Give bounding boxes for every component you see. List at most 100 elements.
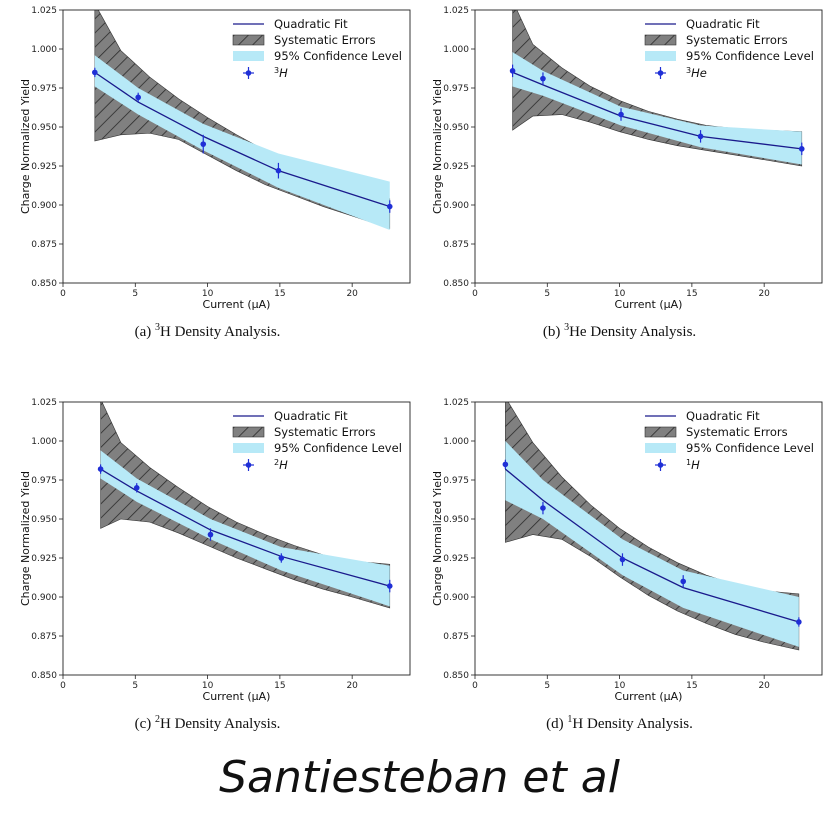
data-marker <box>386 583 393 589</box>
legend-confidence-swatch <box>233 443 264 453</box>
plot-area <box>509 10 805 167</box>
confidence-band <box>94 55 390 230</box>
chart-legend: Quadratic Fit Systematic Errors 95% Confid… <box>644 17 814 80</box>
y-tick-label: 0.900 <box>443 201 469 211</box>
plot-frame <box>62 9 411 284</box>
x-tick-label: 0 <box>60 289 66 299</box>
author-credit: Santiesteban et al <box>219 752 620 803</box>
chart-svg: 0 5 10 15 20 0.850 0.875 0.900 0.925 0.950 0.975 1.… <box>431 6 823 311</box>
legend-entry: 95% Confidence Level <box>686 441 814 455</box>
caption-prefix: (b) <box>542 324 565 340</box>
y-tick-label: 0.850 <box>443 671 469 681</box>
y-tick-label: 0.925 <box>31 162 57 172</box>
x-tick-label: 5 <box>544 681 550 691</box>
x-tick-label: 20 <box>758 681 770 691</box>
y-tick-label: 0.975 <box>443 476 469 486</box>
data-marker <box>97 466 104 472</box>
legend-marker-swatch <box>245 70 252 76</box>
data-marker <box>502 461 509 468</box>
y-tick-label: 1.000 <box>31 437 57 447</box>
y-tick-label: 0.925 <box>443 554 469 564</box>
plot-area <box>97 402 393 609</box>
x-tick-label: 0 <box>60 681 66 691</box>
y-tick-label: 0.950 <box>31 515 57 525</box>
y-axis-label: Charge Normalized Yield <box>19 471 32 606</box>
legend-data-entry: 3H <box>274 66 288 80</box>
legend-marker-swatch <box>245 462 252 468</box>
legend-marker-swatch <box>657 462 664 468</box>
legend-data-entry: 1H <box>686 458 700 472</box>
data-marker <box>207 531 214 538</box>
data-marker <box>386 203 393 210</box>
data-point <box>619 553 626 566</box>
data-point <box>386 200 393 213</box>
y-tick-label: 0.900 <box>31 593 57 603</box>
y-tick-label: 1.000 <box>443 45 469 55</box>
caption-superscript: 3 <box>564 322 570 333</box>
y-tick-label: 0.850 <box>31 671 57 681</box>
chart-caption: (b) 3He Density Analysis. <box>412 322 827 341</box>
data-point <box>618 108 624 121</box>
legend-entry: Systematic Errors <box>686 425 788 439</box>
legend-marker-swatch <box>657 70 664 76</box>
x-axis-label: Current (μA) <box>615 690 683 703</box>
data-marker <box>619 556 626 563</box>
chart-svg: 0 5 10 15 20 0.850 0.875 0.900 0.925 0.950 0.975 1.… <box>19 398 411 703</box>
y-axis-label: Charge Normalized Yield <box>431 79 444 214</box>
legend-isotope: H <box>279 458 288 472</box>
y-tick-label: 0.975 <box>31 84 57 94</box>
plot-area <box>502 402 802 651</box>
y-tick-label: 0.950 <box>443 123 469 133</box>
caption-superscript: 2 <box>154 714 160 725</box>
y-tick-label: 0.950 <box>443 515 469 525</box>
data-marker <box>540 75 546 82</box>
chart-caption: (a) 3H Density Analysis. <box>0 322 415 341</box>
data-marker <box>133 485 140 491</box>
legend-entry: Systematic Errors <box>274 425 376 439</box>
legend-data-entry: 2H <box>274 458 288 472</box>
data-point <box>798 142 805 156</box>
legend-systematic-swatch <box>644 34 677 46</box>
legend-isotope: He <box>691 66 707 80</box>
legend-systematic-swatch <box>644 426 677 438</box>
caption-prefix: (a) <box>134 324 155 340</box>
y-tick-label: 0.900 <box>31 201 57 211</box>
caption-prefix: (d) <box>546 716 568 732</box>
legend-superscript: 3 <box>274 66 279 75</box>
legend-isotope: H <box>691 458 700 472</box>
data-marker <box>135 94 141 101</box>
data-marker <box>796 619 802 625</box>
x-tick-label: 10 <box>614 681 626 691</box>
legend-confidence-swatch <box>233 51 264 61</box>
chart-legend: Quadratic Fit Systematic Errors 95% Confid… <box>644 409 814 472</box>
y-tick-label: 0.925 <box>31 554 57 564</box>
caption-superscript: 3 <box>154 322 160 333</box>
y-tick-label: 0.975 <box>31 476 57 486</box>
caption-text: H Density Analysis. <box>159 324 281 340</box>
legend-entry: Systematic Errors <box>686 33 788 47</box>
data-point <box>200 134 207 154</box>
data-marker <box>697 133 704 140</box>
x-axis-label: Current (μA) <box>203 690 271 703</box>
caption-superscript: 1 <box>567 714 573 725</box>
legend-systematic-swatch <box>232 426 265 438</box>
chart-panel-c: 0 5 10 15 20 0.850 0.875 0.900 0.925 0.950 0.975 1.… <box>0 392 415 747</box>
data-point <box>275 162 282 179</box>
x-tick-label: 5 <box>132 289 138 299</box>
y-tick-label: 0.850 <box>31 279 57 289</box>
caption-text: H Density Analysis. <box>159 716 281 732</box>
data-point <box>509 64 516 78</box>
chart-legend: Quadratic Fit Systematic Errors 95% Confid… <box>232 17 402 80</box>
data-marker <box>540 505 546 511</box>
data-marker <box>278 555 285 561</box>
y-tick-label: 0.875 <box>31 240 57 250</box>
y-tick-label: 1.025 <box>31 6 57 16</box>
chart-panel-b: 0 5 10 15 20 0.850 0.875 0.900 0.925 0.950 0.975 1.… <box>412 0 827 355</box>
y-tick-label: 0.875 <box>443 632 469 642</box>
legend-isotope: H <box>279 66 288 80</box>
data-marker <box>680 578 686 585</box>
data-point <box>697 130 704 143</box>
confidence-band <box>505 441 799 647</box>
data-marker <box>618 111 624 118</box>
y-tick-label: 1.000 <box>443 437 469 447</box>
